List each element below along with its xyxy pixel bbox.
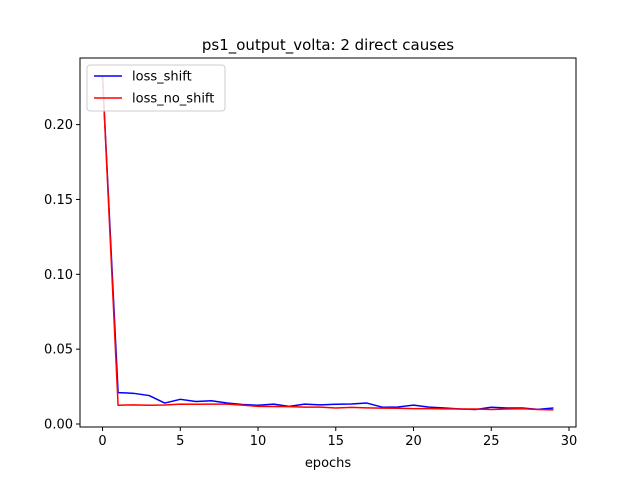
- x-tick-label: 0: [98, 434, 106, 449]
- legend: loss_shift loss_no_shift: [86, 64, 226, 112]
- y-tick-label: 0.15: [44, 193, 73, 208]
- series-line-loss-no-shift: [101, 76, 554, 411]
- legend-label-loss-no-shift: loss_no_shift: [132, 92, 214, 107]
- x-tick-label: 30: [561, 434, 578, 449]
- x-tick-label: 5: [176, 434, 184, 449]
- x-tick-label: 20: [405, 434, 422, 449]
- legend-label-loss-shift: loss_shift: [132, 70, 192, 85]
- plot-area: [101, 76, 554, 411]
- x-axis-label: epochs: [305, 456, 352, 471]
- plot-frame: [79, 57, 577, 428]
- x-tick-label: 10: [250, 434, 267, 449]
- x-tick-label: 25: [483, 434, 500, 449]
- series-line-loss-shift: [101, 76, 554, 411]
- y-tick-label: 0.20: [44, 118, 73, 133]
- y-axis: 0.00 0.05 0.10 0.15 0.20: [44, 118, 80, 433]
- x-tick-label: 15: [328, 434, 345, 449]
- x-axis: 0 5 10 15 20 25 30: [98, 427, 577, 449]
- y-tick-label: 0.10: [44, 268, 73, 283]
- y-tick-label: 0.05: [44, 343, 73, 358]
- chart-title: ps1_output_volta: 2 direct causes: [202, 36, 454, 55]
- y-tick-label: 0.00: [44, 418, 73, 433]
